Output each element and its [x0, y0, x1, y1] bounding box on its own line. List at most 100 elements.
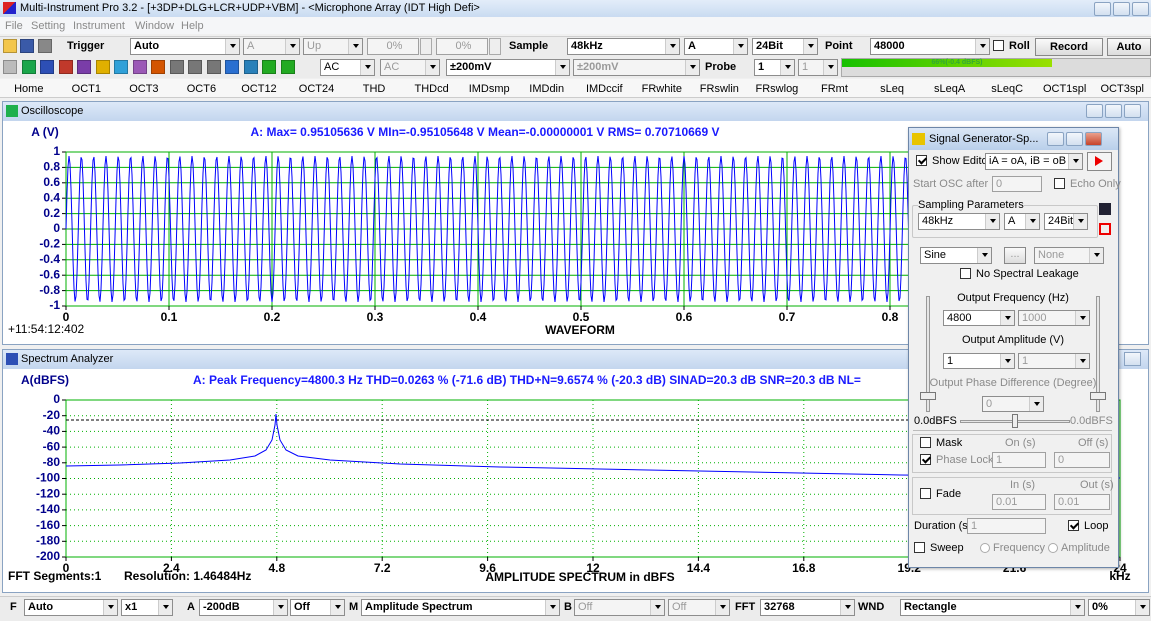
fft-points[interactable]: 48000 — [870, 38, 990, 55]
maximize-button[interactable] — [1066, 132, 1083, 146]
toolbar-icon[interactable] — [188, 60, 202, 74]
dropdown-arrow[interactable] — [1075, 354, 1089, 368]
dropdown-arrow[interactable] — [1089, 248, 1103, 263]
gen-bit-depth[interactable]: 24Bit — [1044, 213, 1088, 230]
dropdown-arrow[interactable] — [977, 248, 991, 263]
fade-in[interactable]: 0.01 — [992, 494, 1046, 510]
dropdown-arrow[interactable] — [1068, 154, 1082, 169]
menu-item[interactable]: File — [5, 20, 23, 32]
radio-frequency[interactable] — [980, 543, 990, 553]
a-range[interactable]: -200dB — [199, 599, 288, 616]
b-range[interactable]: Off — [574, 599, 665, 616]
menu-item[interactable]: Window — [135, 20, 175, 32]
dropdown-arrow[interactable] — [555, 60, 569, 75]
range-a[interactable]: ±200mV — [446, 59, 570, 76]
gen-channel[interactable]: A — [1004, 213, 1040, 230]
toolbar-icon[interactable] — [169, 60, 184, 74]
toolbar-icon[interactable] — [58, 60, 73, 74]
dropdown-arrow[interactable] — [425, 60, 439, 75]
tab[interactable]: OCT6 — [186, 83, 217, 95]
level-slider-thumb[interactable] — [1012, 414, 1018, 428]
toolbar-icon[interactable] — [280, 60, 295, 74]
trigger-edge[interactable]: Up — [303, 38, 363, 55]
tab[interactable]: OCT1spl — [1042, 83, 1087, 95]
tab[interactable]: sLeqC — [991, 83, 1024, 95]
show-editor-box[interactable] — [916, 155, 927, 166]
toolbar-icon[interactable] — [21, 60, 36, 74]
probe-a[interactable]: 1 — [754, 59, 795, 76]
dropdown-arrow[interactable] — [1070, 600, 1084, 615]
minimize-button[interactable] — [1047, 132, 1064, 146]
menu-item[interactable]: Setting — [31, 20, 66, 32]
trigger-mode[interactable]: Auto — [130, 38, 240, 55]
toolbar-icon[interactable] — [95, 60, 110, 74]
modulation[interactable]: None — [1034, 247, 1104, 264]
toolbar-icon[interactable] — [151, 60, 165, 74]
dropdown-arrow[interactable] — [330, 600, 344, 615]
dropdown-arrow[interactable] — [985, 214, 999, 229]
toolbar-icon[interactable] — [20, 39, 34, 53]
echo-only-box[interactable] — [1054, 178, 1065, 189]
mask-box[interactable] — [920, 437, 931, 448]
overlap[interactable]: 0% — [1088, 599, 1150, 616]
loop-box[interactable] — [1068, 520, 1079, 531]
dropdown-arrow[interactable] — [733, 39, 747, 54]
tab[interactable]: FRmt — [821, 83, 848, 95]
tab[interactable]: OCT3spl — [1100, 83, 1144, 95]
minimize-button[interactable] — [1086, 104, 1103, 118]
duration[interactable]: 1 — [967, 518, 1046, 534]
dropdown-arrow[interactable] — [685, 60, 699, 75]
tab[interactable]: Home — [14, 83, 44, 95]
dropdown-arrow[interactable] — [1029, 397, 1043, 411]
record-button[interactable]: Record — [1035, 38, 1103, 56]
slider-left[interactable] — [926, 296, 930, 412]
mask-on[interactable]: 1 — [992, 452, 1046, 468]
trigger-delay[interactable]: 0% — [436, 38, 488, 55]
toolbar-icon[interactable] — [114, 60, 128, 74]
close-button[interactable] — [1124, 104, 1141, 118]
phase[interactable]: 0 — [982, 396, 1044, 412]
spinner[interactable] — [489, 38, 501, 55]
tab[interactable]: IMDsmp — [468, 83, 510, 95]
scale[interactable]: x1 — [121, 599, 173, 616]
tab[interactable]: FRswlog — [755, 83, 799, 95]
close-button[interactable] — [1085, 132, 1102, 146]
amplitude-a[interactable]: 1 — [943, 353, 1015, 369]
sweep-box[interactable] — [914, 542, 925, 553]
slider-right[interactable] — [1096, 296, 1100, 412]
coupling-a[interactable]: AC — [320, 59, 375, 76]
frequency-b[interactable]: 1000 — [1018, 310, 1090, 326]
dropdown-arrow[interactable] — [1135, 600, 1149, 615]
range-b[interactable]: ±200mV — [573, 59, 700, 76]
dropdown-arrow[interactable] — [1075, 311, 1089, 325]
trigger-level[interactable]: 0% — [367, 38, 419, 55]
waveform[interactable]: Sine — [920, 247, 992, 264]
maximize-button[interactable] — [1105, 104, 1122, 118]
dropdown-arrow[interactable] — [285, 39, 299, 54]
dropdown-arrow[interactable] — [225, 39, 239, 54]
tab[interactable]: FRswlin — [699, 83, 739, 95]
toolbar-icon[interactable] — [3, 39, 17, 53]
no-leakage-box[interactable] — [960, 268, 971, 279]
dropdown-arrow[interactable] — [975, 39, 989, 54]
b-mode[interactable]: Off — [668, 599, 730, 616]
dropdown-arrow[interactable] — [545, 600, 559, 615]
dropdown-arrow[interactable] — [1025, 214, 1039, 229]
dropdown-arrow[interactable] — [715, 600, 729, 615]
radio-amplitude[interactable] — [1048, 543, 1058, 553]
toolbar-icon[interactable] — [38, 39, 52, 53]
tab[interactable]: IMDdin — [529, 83, 565, 95]
expression[interactable]: iA = oA, iB = oB — [985, 153, 1083, 170]
tab[interactable]: sLeqA — [933, 83, 966, 95]
dropdown-arrow[interactable] — [650, 600, 664, 615]
sample-rate[interactable]: 48kHz — [567, 38, 680, 55]
channel-mode[interactable]: A — [684, 38, 748, 55]
toolbar-icon[interactable] — [243, 60, 258, 74]
toolbar-icon[interactable] — [262, 60, 276, 74]
tab[interactable]: IMDccif — [585, 83, 623, 95]
gen-sample-rate[interactable]: 48kHz — [918, 213, 1000, 230]
close-button[interactable] — [1124, 352, 1141, 366]
dropdown-arrow[interactable] — [840, 600, 854, 615]
m-mode[interactable]: Amplitude Spectrum — [361, 599, 560, 616]
toolbar-icon[interactable] — [77, 60, 91, 74]
